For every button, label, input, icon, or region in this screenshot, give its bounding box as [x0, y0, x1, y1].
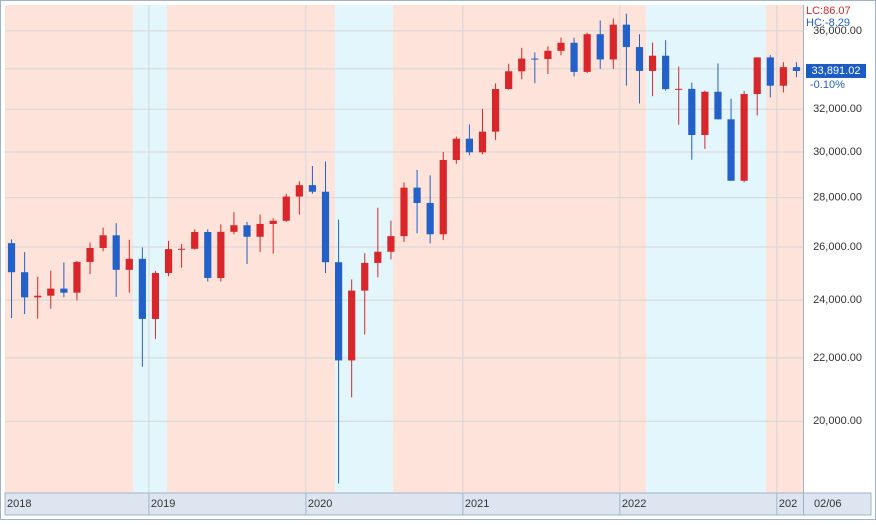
candle-body	[766, 57, 774, 86]
candle-body	[47, 288, 55, 296]
candle-body	[740, 94, 748, 181]
x-tick-label: 2018	[7, 498, 31, 510]
candle-body	[178, 248, 186, 250]
candle-body	[779, 67, 787, 86]
candle-body	[583, 34, 591, 72]
labels: 20,000.00 22,000.00 24,000.00 26,000.00 28,0…	[4, 5, 866, 515]
candle-body	[714, 91, 722, 120]
lc-label: LC:86.07	[806, 5, 851, 17]
candle-body	[609, 24, 617, 60]
y-tick-label: 32,000.00	[813, 103, 862, 115]
candle-body	[269, 220, 277, 224]
candle-body	[662, 55, 670, 90]
x-tick-label: 2020	[308, 498, 332, 510]
candle-body	[557, 42, 565, 51]
candle-body	[426, 202, 434, 235]
y-tick-label: 22,000.00	[813, 352, 862, 364]
y-tick-label: 20,000.00	[813, 415, 862, 427]
candle-body	[7, 243, 16, 273]
x-tick-label: 2021	[465, 498, 489, 510]
candle-body	[648, 55, 657, 71]
candle-body	[792, 67, 801, 71]
candle-body	[439, 159, 447, 235]
candle-body	[701, 91, 709, 136]
candle-body	[191, 231, 199, 249]
band-blue	[133, 5, 167, 493]
candle-body	[374, 251, 382, 263]
candle-body	[21, 272, 29, 298]
x-axis-strip	[4, 492, 872, 516]
candle-body	[138, 258, 146, 319]
candle-body	[452, 138, 460, 160]
candle-body	[151, 273, 160, 319]
y-tick-label: 36,000.00	[813, 25, 862, 37]
band-blue	[335, 5, 393, 493]
x-tick-label: 2022	[622, 498, 646, 510]
last-price-box	[806, 63, 866, 78]
candle-body	[387, 236, 395, 252]
date-label: 02/06	[814, 498, 842, 510]
candle-body	[518, 58, 526, 72]
candle-body	[164, 249, 173, 274]
candle-body	[361, 262, 369, 291]
candle-body	[465, 138, 474, 153]
y-tick-label: 24,000.00	[813, 294, 862, 306]
candle-body	[308, 185, 317, 192]
candle-body	[73, 261, 81, 293]
candle-body	[727, 119, 735, 181]
y-tick-label: 30,000.00	[813, 146, 862, 158]
y-tick-label: 26,000.00	[813, 241, 862, 253]
candle-body	[282, 196, 290, 221]
grid	[5, 5, 803, 493]
regime-bands	[5, 5, 803, 493]
candle-body	[688, 88, 696, 136]
candle-body	[334, 262, 343, 361]
candle-body	[622, 24, 630, 48]
candle-body	[400, 187, 408, 237]
change: -0.10%	[810, 79, 845, 91]
candles	[7, 13, 801, 484]
candle-body	[675, 88, 683, 90]
candle-body	[753, 57, 761, 95]
candle-body	[505, 71, 513, 90]
candle-body	[321, 191, 330, 263]
candle-body	[204, 231, 212, 278]
candle-body	[596, 34, 604, 60]
candle-body	[34, 295, 42, 298]
candle-body	[635, 47, 644, 71]
candle-body	[478, 131, 487, 153]
candle-body	[491, 89, 500, 132]
candle-body	[99, 235, 107, 248]
x-tick-label: 202	[779, 498, 797, 510]
candle-body	[60, 288, 68, 293]
candle-body	[348, 290, 356, 361]
candle-body	[230, 225, 238, 232]
candle-body	[413, 187, 421, 203]
candle-body	[217, 231, 225, 278]
candle-body	[531, 58, 539, 60]
candle-body	[86, 247, 94, 262]
candle-body	[256, 223, 264, 237]
hc-label: HC:-8.29	[806, 17, 850, 29]
y-tick-label: 28,000.00	[813, 192, 862, 204]
candle-body	[544, 50, 552, 60]
x-tick-label: 2019	[151, 498, 175, 510]
candle-body	[112, 235, 120, 270]
candle-body	[125, 258, 133, 270]
candle-body	[570, 42, 578, 72]
candle-body	[243, 225, 251, 237]
last-price: 33,891.02	[812, 65, 861, 77]
candle-body	[295, 185, 303, 197]
